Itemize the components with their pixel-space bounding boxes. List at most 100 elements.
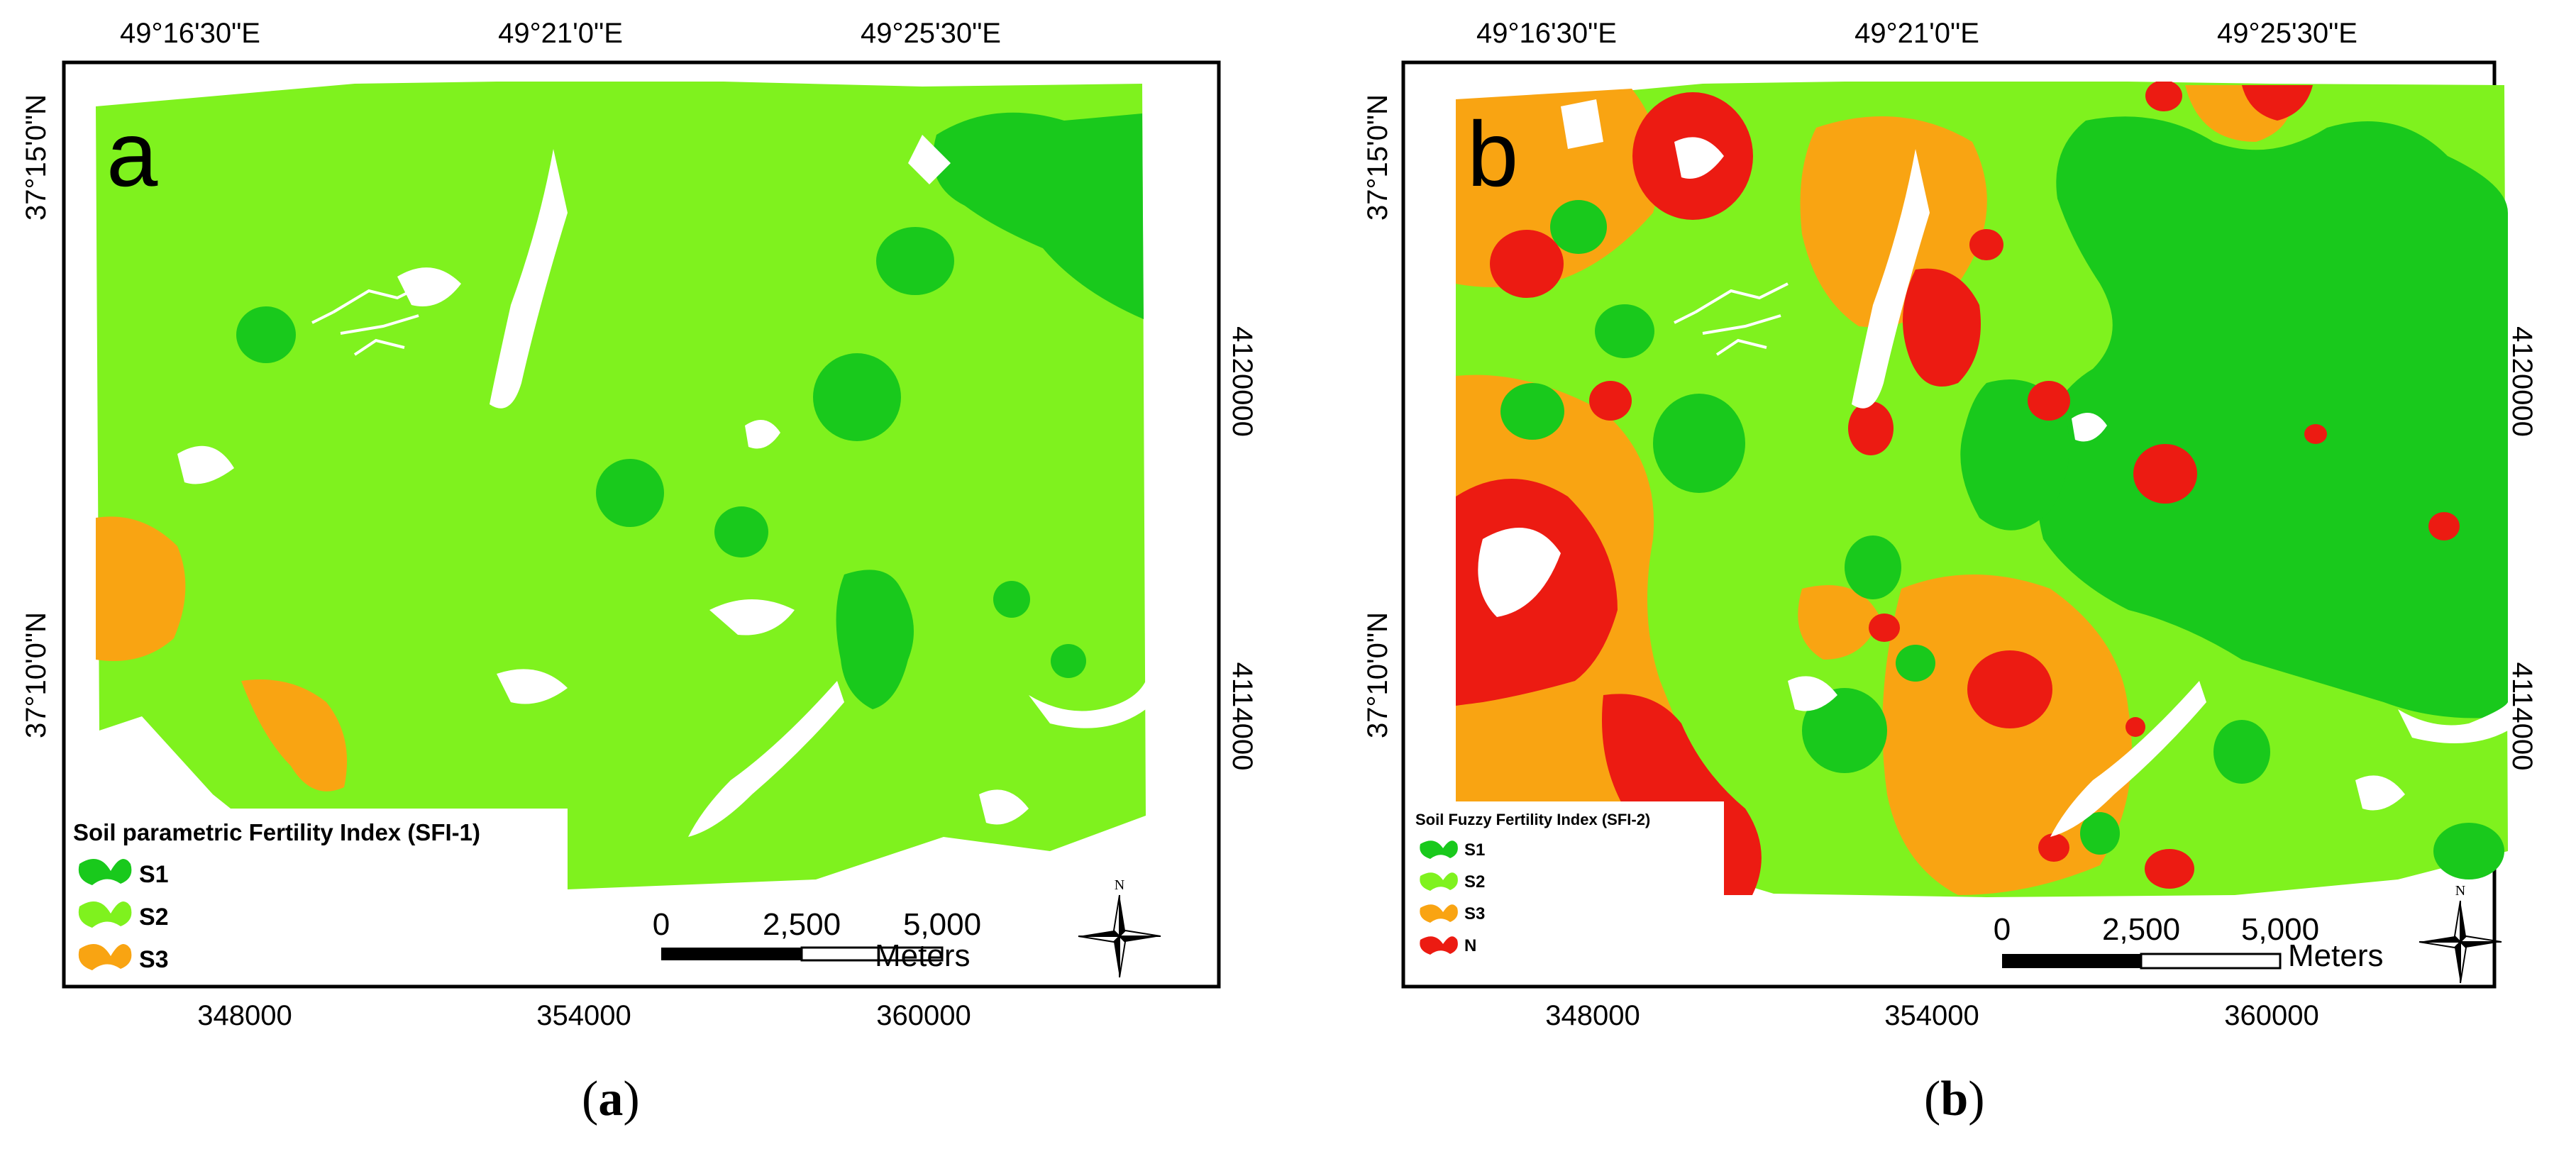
panel-a-s1-region xyxy=(1051,644,1086,678)
panel-b-gap xyxy=(2072,413,2107,442)
panel-a-s1-region xyxy=(876,227,954,295)
panel-b-legend-swatch-s2 xyxy=(1420,872,1458,891)
panel-b-n-region xyxy=(1967,650,2052,728)
panel-b-scale-tick: 5,000 xyxy=(2241,912,2319,947)
panel-a-north-label: N xyxy=(1115,877,1124,893)
panel-a-north-arrow: N xyxy=(1078,877,1161,978)
panel-b-gap xyxy=(1674,137,1724,179)
panel-b-map xyxy=(1456,82,2508,897)
panel-b-s1-region xyxy=(2036,116,2508,718)
panel-b-legend-swatch-s3 xyxy=(1420,904,1458,923)
panel-a-s1-region xyxy=(236,306,296,363)
panel-b-bottom-label: 348000 xyxy=(1545,1000,1640,1031)
panel-b-gap xyxy=(1788,676,1837,711)
panel-a-scale-unit: Meters xyxy=(875,938,970,973)
panel-b-n-region xyxy=(2126,717,2145,737)
panel-b-s1-region xyxy=(1595,304,1654,358)
panel-b-n-region xyxy=(1969,229,2003,260)
panel-a-legend-swatch-s2 xyxy=(78,901,132,928)
panel-a-right-label: 4114000 xyxy=(1227,662,1258,771)
panel-a-legend-label: S1 xyxy=(139,861,169,888)
panel-b-right-label: 4120000 xyxy=(2506,326,2538,437)
panel-b-n-region xyxy=(2133,444,2197,504)
panel-b-n-region xyxy=(1848,401,1894,455)
panel-a-scale-bar: 0 2,500 5,000 Meters xyxy=(624,904,981,975)
panel-b-right-label: 4114000 xyxy=(2506,662,2538,771)
panel-b-n-region xyxy=(1490,230,1564,298)
panel-b-legend: Soil Fuzzy Fertility Index (SFI-2) S1 S2… xyxy=(1412,801,1724,972)
panel-b-n-region xyxy=(1869,614,1900,642)
panel-a-right-label: 4120000 xyxy=(1227,326,1258,437)
panel-a-gap xyxy=(979,789,1029,825)
panel-a-gap xyxy=(397,267,461,306)
panel-a-s1-region xyxy=(836,570,914,709)
panel-b-n-region xyxy=(2145,849,2194,889)
panel-a-top-label: 49°16'30"E xyxy=(120,18,260,49)
panel-b-n-region xyxy=(2428,512,2460,540)
caption-a: (a) xyxy=(582,1072,640,1126)
panel-b-legend-label: S3 xyxy=(1464,904,1485,923)
panel-b-n-region xyxy=(2242,85,2313,121)
panel-a-legend-title: Soil parametric Fertility Index (SFI-1) xyxy=(73,819,480,845)
panel-b-n-region xyxy=(1903,268,1981,387)
panel-a-bottom-label: 348000 xyxy=(197,1000,292,1031)
panel-b-legend-label: N xyxy=(1464,936,1476,955)
panel-b-s1-region xyxy=(2213,720,2270,784)
panel-a-bottom-label: 360000 xyxy=(876,1000,971,1031)
panel-b-left-label: 37°10'0"N xyxy=(1362,612,1393,738)
panel-b-north-arrow: N xyxy=(2419,883,2502,984)
panel-a-scale-tick: 5,000 xyxy=(903,907,981,942)
panel-b-top-label: 49°21'0"E xyxy=(1854,18,1979,49)
panel-a-river xyxy=(1029,681,1146,728)
panel-a-scale-tick: 0 xyxy=(653,907,670,942)
panel-b-s1-region xyxy=(1845,535,1901,599)
panel-b-gap xyxy=(2355,775,2405,811)
panel-a-s1-region xyxy=(933,112,1144,319)
panel-a-scale-white xyxy=(800,946,944,962)
panel-b-s1-region xyxy=(1550,200,1607,254)
panel-a-letter: a xyxy=(106,102,158,206)
panel-a: 49°16'30"E 49°21'0"E 49°25'30"E 37°15'0"… xyxy=(21,18,1258,1031)
panel-b-gap xyxy=(1561,99,1603,149)
panel-b-s1-region xyxy=(1500,383,1564,440)
panel-b-n-region xyxy=(2028,381,2070,421)
panel-b-scale-white xyxy=(2140,953,2282,970)
panel-a-s1-region xyxy=(993,581,1030,618)
panel-b-north-label: N xyxy=(2455,883,2465,899)
panel-b-scale-bar: 0 2,500 5,000 Meters xyxy=(1972,901,2398,975)
panel-b-river xyxy=(2398,702,2508,743)
panel-a-legend-label: S2 xyxy=(139,904,169,931)
panel-a-s1-region xyxy=(714,506,768,557)
caption-a-letter: a xyxy=(598,1072,624,1126)
panel-a-gap xyxy=(745,420,780,449)
panel-b-s1-region xyxy=(2080,812,2120,855)
panel-b-gap xyxy=(1478,528,1561,617)
panel-a-river xyxy=(688,681,844,837)
panel-a-map xyxy=(96,82,1146,895)
panel-a-legend-swatch-s3 xyxy=(78,943,132,970)
panel-b: 49°16'30"E 49°21'0"E 49°25'30"E 37°15'0"… xyxy=(1362,18,2538,1031)
panel-a-bottom-label: 354000 xyxy=(536,1000,631,1031)
panel-a-scale-tick: 2,500 xyxy=(763,907,841,942)
panel-a-s3-region xyxy=(241,679,348,792)
panel-a-left-label: 37°10'0"N xyxy=(21,612,52,738)
caption-b: (b) xyxy=(1924,1072,1985,1126)
panel-b-legend-title: Soil Fuzzy Fertility Index (SFI-2) xyxy=(1415,811,1650,828)
panel-b-n-region xyxy=(2145,82,2182,111)
panel-b-s1-region xyxy=(1802,688,1887,773)
panel-b-scale-unit: Meters xyxy=(2288,938,2383,973)
panel-b-n-region xyxy=(2038,833,2069,862)
panel-b-bottom-label: 360000 xyxy=(2224,1000,2318,1031)
panel-b-n-region xyxy=(1589,381,1632,421)
panel-b-legend-label: S2 xyxy=(1464,872,1485,892)
panel-b-scale-black xyxy=(2002,954,2141,968)
panel-a-legend: Soil parametric Fertility Index (SFI-1) … xyxy=(71,809,568,979)
panel-b-river xyxy=(2050,681,2206,837)
panel-b-river xyxy=(1852,149,1930,409)
panel-b-letter: b xyxy=(1467,102,1518,206)
panel-b-left-label: 37°15'0"N xyxy=(1362,94,1393,221)
panel-b-legend-swatch-s1 xyxy=(1420,840,1458,859)
panel-b-legend-label: S1 xyxy=(1464,840,1485,860)
panel-b-top-label: 49°16'30"E xyxy=(1476,18,1617,49)
